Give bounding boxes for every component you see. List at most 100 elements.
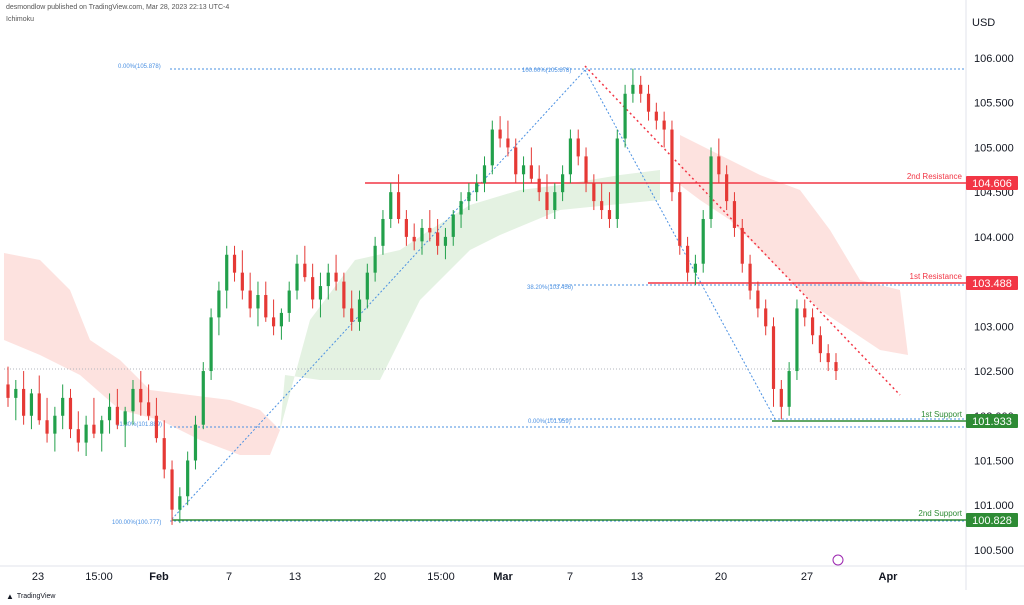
candle-body [490,129,494,166]
candle-body [506,138,510,148]
candle-body [365,272,369,300]
level-2nd-support-value: 100.828 [972,515,1012,527]
level-2nd-resistance-value: 104.606 [972,178,1012,190]
candle-body [717,156,721,175]
candle-body [45,420,49,434]
y-tick-label: 103.000 [974,321,1014,333]
candle-body [225,254,229,291]
candle-body [342,281,346,309]
candle-body [553,192,557,211]
y-tick-label: 106.000 [974,53,1014,65]
candle-body [576,138,580,157]
publisher-note: desmondlow published on TradingView.com,… [6,4,230,11]
candle-body [14,388,18,398]
candle-body [389,192,393,219]
candle-body [412,236,416,242]
candle-body [396,192,401,219]
candle-body [623,93,627,139]
candle-body [725,174,729,202]
candle-body [271,317,276,327]
x-tick-label: 15:00 [85,571,113,583]
candle-body [186,460,190,497]
fib-label: 0.00%(101.959) [528,419,571,425]
y-tick-label: 101.000 [974,500,1014,512]
candle-body [115,406,119,425]
candle-body [436,232,440,246]
candle-body [178,496,182,510]
candle-body [475,183,479,193]
x-tick-label: 20 [715,571,727,583]
y-tick-label: 105.000 [974,142,1014,154]
candle-body [678,192,682,246]
candle-body [373,245,377,273]
level-2nd-support-tag [966,513,1018,527]
candle-body [826,353,830,363]
candle-body [92,424,96,434]
candle-body [381,218,385,246]
y-tick-label: 104.500 [974,187,1014,199]
candle-body [795,308,799,372]
candle-body [701,218,705,264]
candle-body [22,388,26,416]
candle-body [209,317,213,372]
candle-body [685,245,690,273]
candle-body [810,317,815,336]
candle-body [482,165,487,184]
candle-body [467,192,471,202]
candle-body [311,277,315,300]
candle-body [607,210,612,219]
candle-body [631,84,635,94]
candle-body [709,156,713,219]
candle-body [521,165,526,175]
candle-body [537,178,541,193]
candle-body [771,326,776,389]
x-tick-label: 13 [631,571,643,583]
x-tick-label: 15:00 [427,571,455,583]
level-1st-support-value: 101.933 [972,416,1012,428]
candle-body [350,308,354,322]
candle-body [154,415,159,439]
candle-body [193,424,198,461]
candle-body [68,397,73,430]
candle-body [248,290,252,309]
fib-label: 100.00%(105.878) [522,68,571,74]
candle-body [147,402,151,416]
y-tick-label: 100.500 [974,545,1014,557]
level-1st-resistance-tag [966,276,1018,290]
candle-body [529,165,533,179]
candle-body [217,290,221,318]
candle-body [287,290,291,313]
level-2nd-support-name: 2nd Support [918,509,962,518]
candle-body [334,272,338,282]
level-1st-support-tag [966,414,1018,428]
candle-body [123,411,127,425]
candle-body [451,214,455,237]
candle-body [748,263,752,291]
indicator-label: Ichimoku [6,16,35,23]
candle-body [76,429,80,443]
candle-body [592,183,596,202]
level-1st-resistance-value: 103.488 [972,278,1012,290]
x-tick-label: Mar [493,571,513,583]
candle-body [584,156,588,184]
candle-body [459,201,463,215]
level-1st-resistance-name: 1st Resistance [910,272,963,281]
candle-body [84,424,88,443]
candle-body [732,201,737,228]
fib-label: 100.00%(100.777) [112,520,161,526]
y-tick-label: 101.500 [974,455,1014,467]
candle-body [303,263,307,278]
candle-body [326,272,330,287]
x-tick-label: 13 [289,571,301,583]
candle-body [256,295,260,309]
candle-body [615,138,619,219]
fib-label: 0.00%(105.878) [118,64,161,70]
x-tick-label: 20 [374,571,386,583]
y-tick-label: 105.500 [974,98,1014,110]
candle-body [514,147,518,175]
candle-body [162,438,166,470]
candle-body [834,362,838,372]
fib-label: 38.20%(103.456) [527,285,573,291]
candle-body [443,236,448,246]
